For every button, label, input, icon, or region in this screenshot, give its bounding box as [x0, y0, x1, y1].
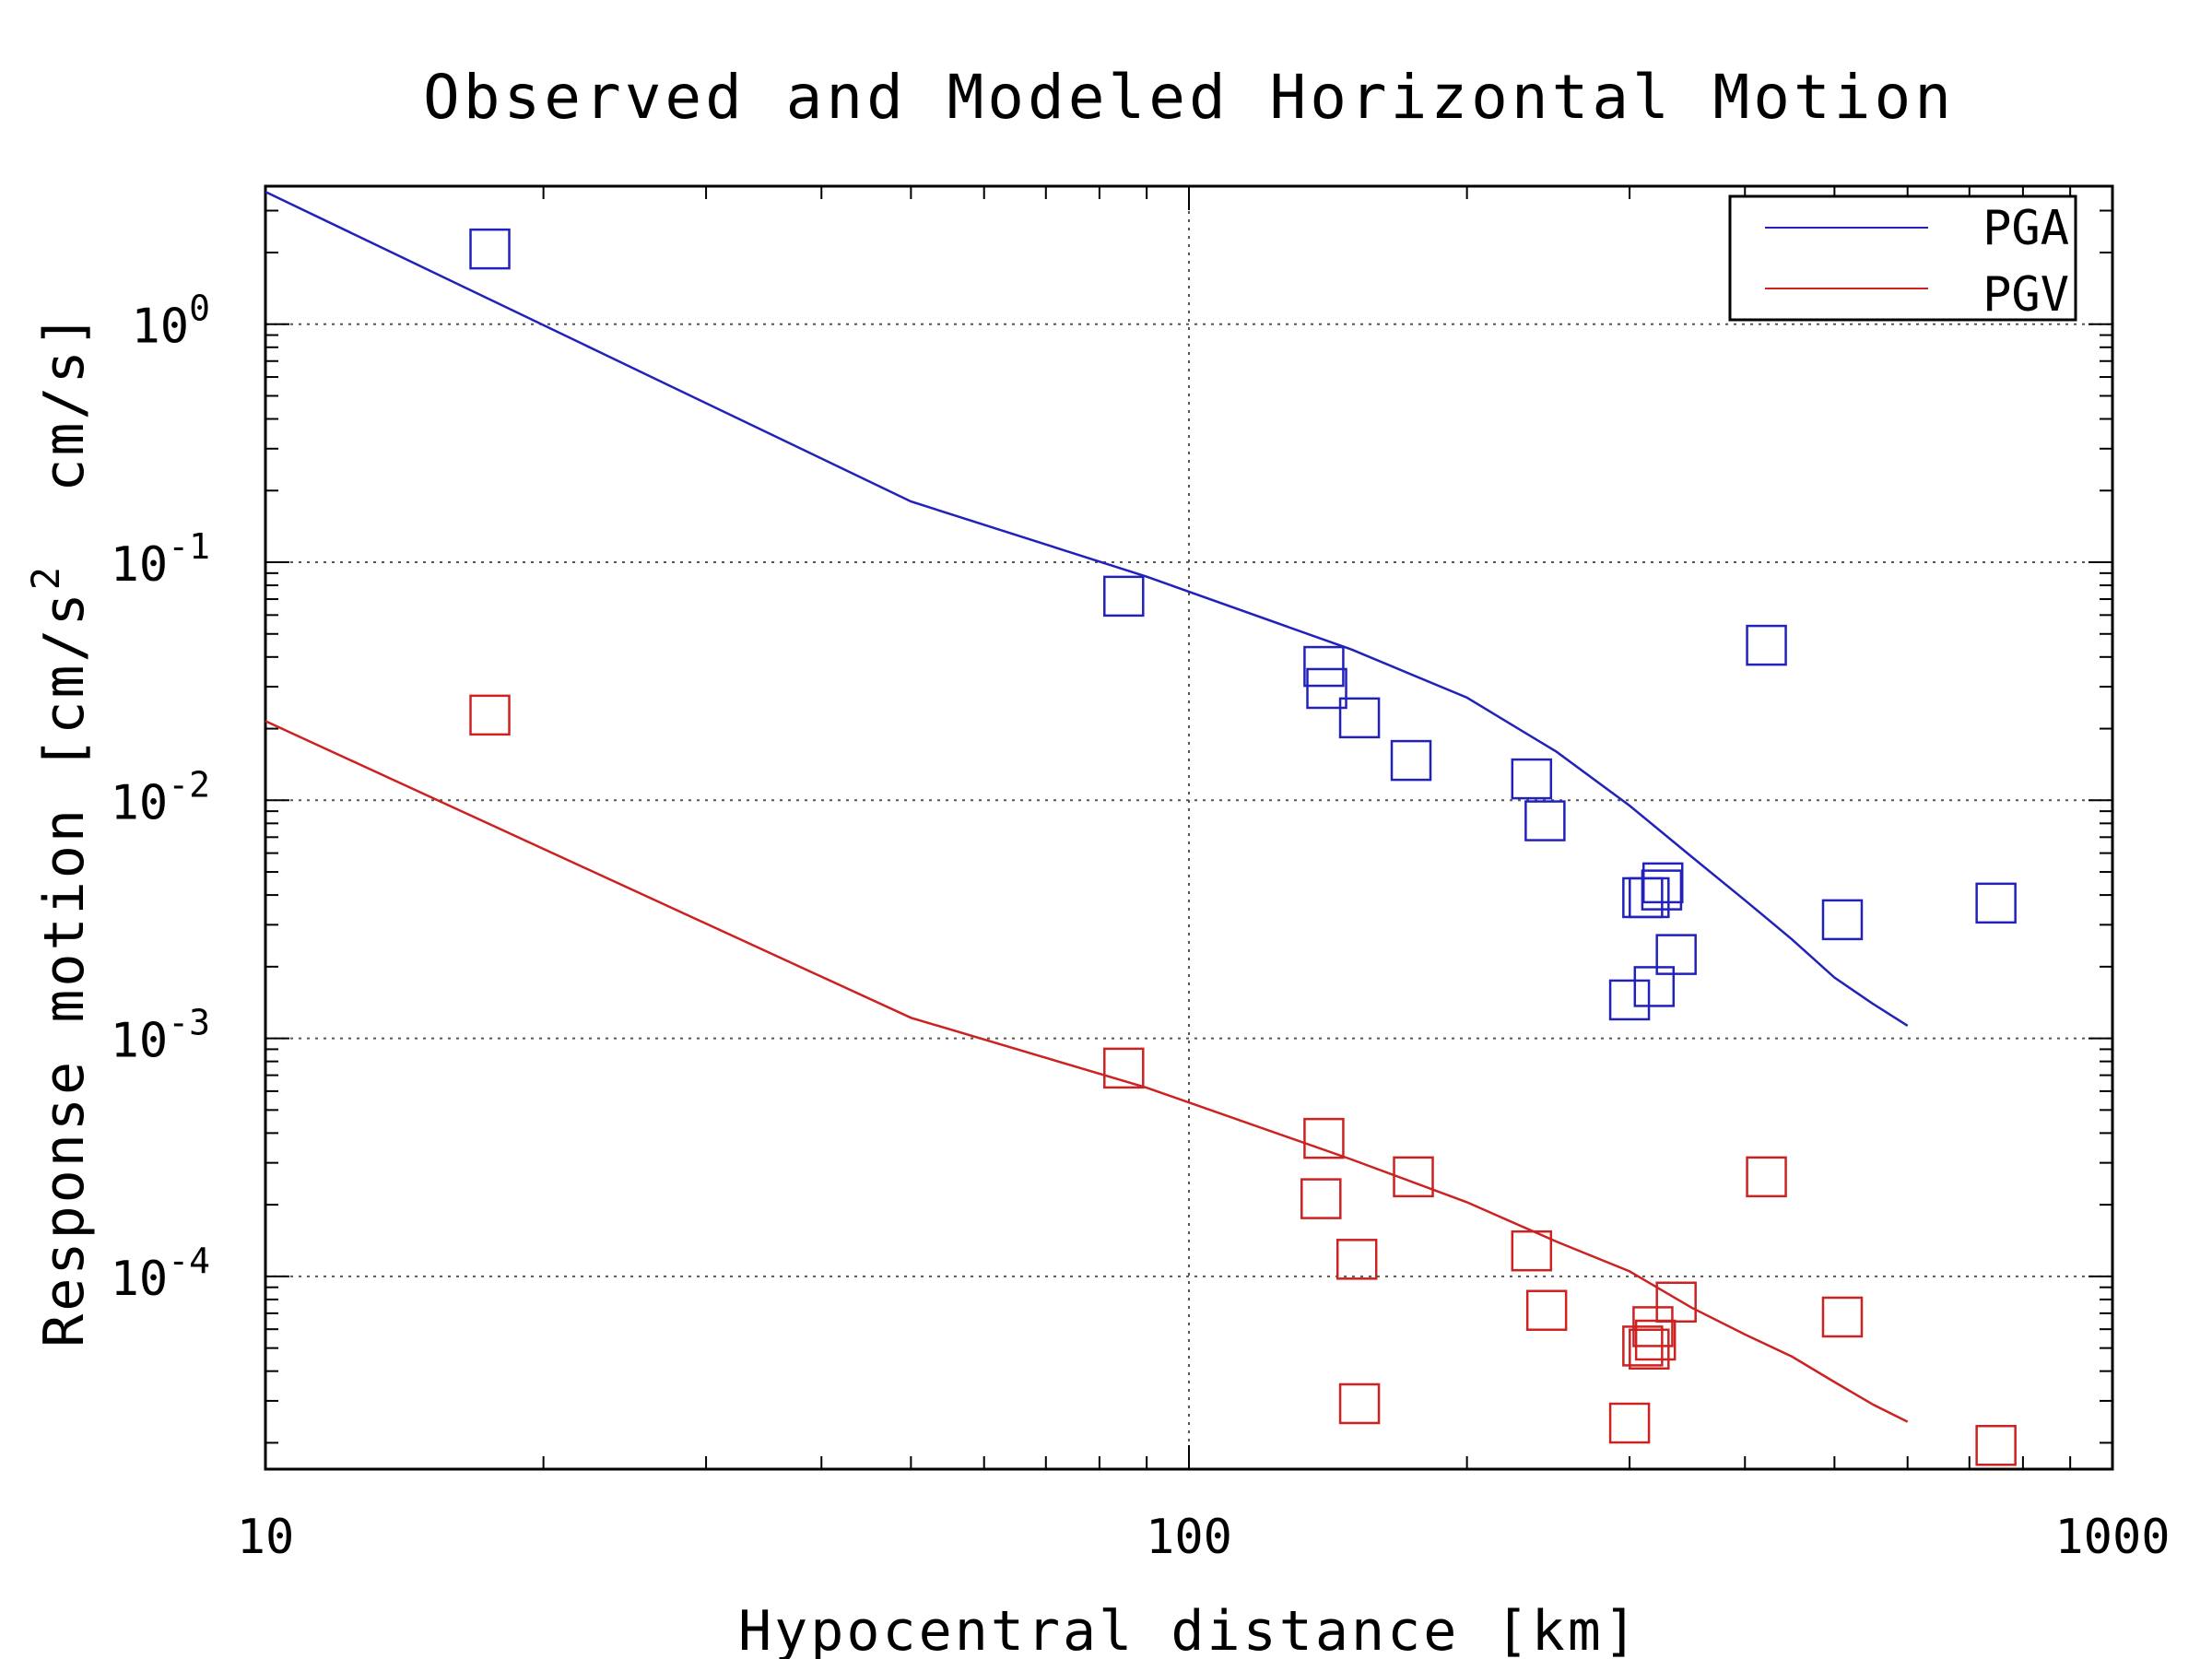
- data-point-pgv: [1821, 1296, 1864, 1338]
- y-axis-label-sup: 2: [23, 564, 68, 590]
- data-point-pga: [1633, 966, 1676, 1007]
- data-point-pgv: [469, 694, 511, 736]
- data-point-pgv: [1975, 1424, 2017, 1466]
- data-point-pga: [1303, 645, 1345, 688]
- legend: PGA PGV: [1728, 194, 2077, 323]
- x-tick-label: 1000: [2054, 1510, 2170, 1565]
- plot-frame: [264, 184, 2114, 1471]
- series-line-pgv: [265, 720, 1909, 1423]
- grid-layer: [265, 186, 2112, 1469]
- data-point-pga: [1622, 877, 1664, 919]
- y-tick-base: 10: [111, 537, 169, 593]
- data-point-pgv: [1746, 1156, 1787, 1198]
- legend-label-pgv: PGV: [1983, 267, 2069, 323]
- data-point-pga: [1746, 624, 1787, 666]
- x-tick-label: 100: [1146, 1510, 1232, 1565]
- y-tick-label: 10-1: [111, 526, 210, 593]
- data-point-pga: [1306, 667, 1347, 710]
- data-point-pga: [1655, 934, 1697, 975]
- legend-box: [1728, 194, 2077, 322]
- series-layer: [265, 190, 2017, 1466]
- y-tick-base: 10: [111, 1014, 169, 1069]
- data-point-pga: [1975, 882, 2017, 924]
- data-point-pgv: [1303, 1117, 1345, 1159]
- data-point-pga: [1103, 575, 1145, 618]
- data-point-pgv: [1634, 1319, 1677, 1361]
- y-axis-label-main: Response motion [cm/s: [32, 590, 97, 1347]
- chart-title: Observed and Modeled Horizontal Motion: [423, 62, 1955, 133]
- y-tick-label: 10-3: [111, 1003, 210, 1069]
- x-tick-label: 10: [237, 1510, 295, 1565]
- y-tick-exponent: -1: [168, 526, 210, 567]
- y-tick-base: 10: [131, 300, 189, 355]
- data-point-pgv: [1393, 1156, 1434, 1198]
- data-point-pgv: [1608, 1402, 1651, 1444]
- data-point-pgv: [1335, 1239, 1378, 1280]
- data-point-pgv: [1525, 1289, 1568, 1331]
- data-point-pga: [1524, 800, 1566, 841]
- series-line-pga: [265, 190, 1909, 1027]
- y-axis-label: Response motion [cm/s2 cm/s]: [23, 312, 97, 1347]
- y-tick-label: 10-2: [111, 764, 210, 830]
- data-point-pga: [1338, 697, 1381, 739]
- y-tick-exponent: 0: [189, 288, 210, 329]
- data-point-pgv: [1511, 1230, 1553, 1272]
- x-axis-label: Hypocentral distance [km]: [738, 1599, 1640, 1659]
- data-point-pga: [469, 228, 511, 270]
- y-axis-label-rest: cm/s]: [32, 312, 97, 564]
- y-tick-label: 10-4: [111, 1241, 210, 1307]
- y-tick-base: 10: [111, 1252, 169, 1307]
- data-point-pgv: [1338, 1382, 1381, 1425]
- y-tick-exponent: -2: [168, 764, 210, 805]
- data-point-pga: [1390, 739, 1432, 782]
- data-point-pgv: [1300, 1178, 1342, 1219]
- data-point-pgv: [1629, 1328, 1670, 1371]
- data-point-pgv: [1655, 1281, 1697, 1323]
- y-tick-exponent: -4: [168, 1241, 210, 1281]
- y-tick-exponent: -3: [168, 1003, 210, 1043]
- legend-label-pga: PGA: [1983, 201, 2069, 256]
- data-point-pga: [1511, 758, 1553, 800]
- data-point-pgv: [1103, 1047, 1145, 1089]
- data-point-pga: [1821, 899, 1864, 941]
- data-point-pga: [1608, 979, 1651, 1021]
- y-tick-label: 100: [131, 288, 210, 355]
- y-tick-base: 10: [111, 775, 169, 830]
- data-point-pgv: [1632, 1306, 1674, 1347]
